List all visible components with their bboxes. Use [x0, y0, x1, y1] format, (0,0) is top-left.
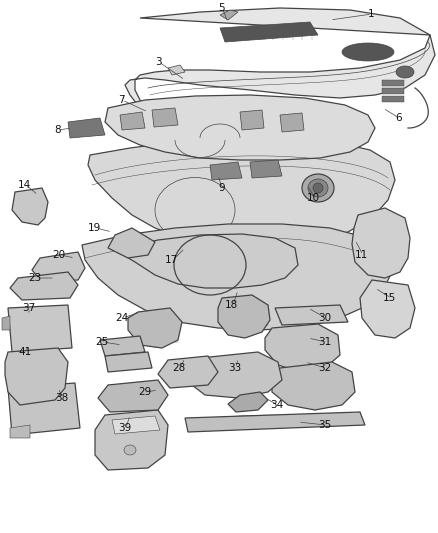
- Polygon shape: [108, 228, 155, 258]
- Text: 24: 24: [115, 313, 128, 323]
- Ellipse shape: [308, 179, 328, 197]
- Text: 17: 17: [165, 255, 178, 265]
- Text: 28: 28: [172, 363, 185, 373]
- Ellipse shape: [313, 183, 323, 193]
- Polygon shape: [240, 110, 264, 130]
- Polygon shape: [105, 95, 375, 160]
- Text: 11: 11: [355, 250, 368, 260]
- Text: 23: 23: [28, 273, 41, 283]
- Polygon shape: [128, 308, 182, 348]
- Text: 8: 8: [54, 125, 60, 135]
- Text: 29: 29: [138, 387, 151, 397]
- Polygon shape: [360, 280, 415, 338]
- Text: 10: 10: [307, 193, 320, 203]
- Polygon shape: [12, 188, 48, 225]
- Text: 38: 38: [55, 393, 68, 403]
- Polygon shape: [250, 160, 282, 178]
- Polygon shape: [265, 324, 340, 372]
- Polygon shape: [120, 112, 145, 130]
- Text: 41: 41: [18, 347, 31, 357]
- Polygon shape: [2, 316, 10, 330]
- Polygon shape: [352, 208, 410, 278]
- Polygon shape: [228, 392, 268, 412]
- Polygon shape: [82, 224, 392, 330]
- Text: 3: 3: [155, 57, 162, 67]
- Polygon shape: [210, 162, 242, 180]
- Polygon shape: [220, 22, 318, 42]
- Polygon shape: [8, 305, 72, 352]
- Text: 37: 37: [22, 303, 35, 313]
- Polygon shape: [220, 10, 238, 20]
- Polygon shape: [88, 138, 395, 246]
- Text: 1: 1: [368, 9, 374, 19]
- Ellipse shape: [342, 43, 394, 61]
- Text: 35: 35: [318, 420, 331, 430]
- Text: 19: 19: [88, 223, 101, 233]
- Bar: [382, 80, 404, 86]
- Polygon shape: [95, 410, 168, 470]
- Text: 32: 32: [318, 363, 331, 373]
- Polygon shape: [272, 362, 355, 410]
- Polygon shape: [32, 252, 85, 282]
- Text: 18: 18: [225, 300, 238, 310]
- Polygon shape: [188, 352, 282, 398]
- Polygon shape: [280, 113, 304, 132]
- Polygon shape: [185, 412, 365, 432]
- Ellipse shape: [396, 66, 414, 78]
- Text: 39: 39: [118, 423, 131, 433]
- Text: 7: 7: [118, 95, 125, 105]
- Polygon shape: [5, 348, 68, 405]
- Polygon shape: [10, 425, 30, 438]
- Polygon shape: [275, 305, 348, 325]
- Polygon shape: [98, 380, 168, 412]
- Ellipse shape: [247, 398, 257, 406]
- Polygon shape: [8, 383, 80, 435]
- Ellipse shape: [124, 445, 136, 455]
- Polygon shape: [112, 416, 160, 434]
- Text: 5: 5: [218, 3, 225, 13]
- Polygon shape: [125, 8, 435, 115]
- Polygon shape: [218, 295, 270, 338]
- Text: 34: 34: [270, 400, 283, 410]
- Text: 20: 20: [52, 250, 65, 260]
- Polygon shape: [115, 234, 298, 288]
- Bar: [382, 96, 404, 102]
- Text: 25: 25: [95, 337, 108, 347]
- Polygon shape: [10, 272, 78, 300]
- Text: 15: 15: [383, 293, 396, 303]
- Ellipse shape: [302, 174, 334, 202]
- Text: 30: 30: [318, 313, 331, 323]
- Text: 31: 31: [318, 337, 331, 347]
- Bar: [382, 88, 404, 94]
- Polygon shape: [152, 108, 178, 127]
- Polygon shape: [158, 356, 218, 388]
- Polygon shape: [168, 65, 185, 75]
- Polygon shape: [68, 118, 105, 138]
- Text: 14: 14: [18, 180, 31, 190]
- Text: 6: 6: [395, 113, 402, 123]
- Polygon shape: [100, 336, 145, 356]
- Polygon shape: [105, 352, 152, 372]
- Text: 33: 33: [228, 363, 241, 373]
- Text: 9: 9: [218, 183, 225, 193]
